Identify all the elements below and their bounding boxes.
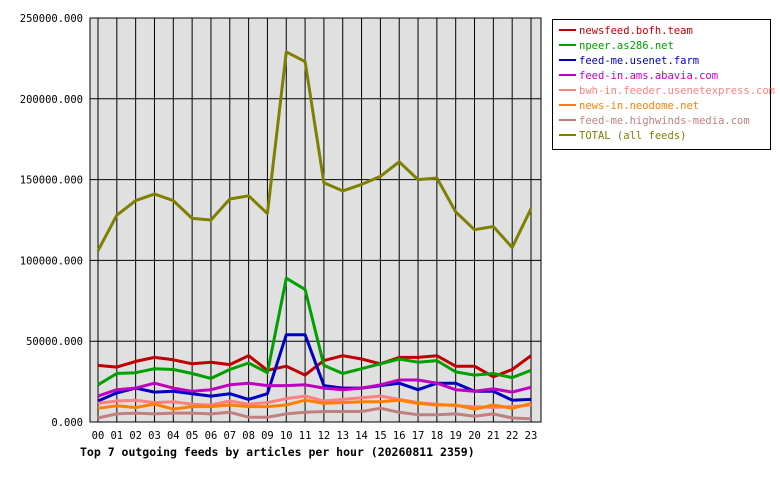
- x-tick-label: 21: [487, 430, 500, 442]
- legend-item: newsfeed.bofh.team: [559, 24, 693, 39]
- legend-label: feed-me.usenet.farm: [579, 55, 700, 67]
- grid: [90, 17, 541, 423]
- legend-item: feed-me.usenet.farm: [559, 54, 699, 69]
- series-line-3: [97, 378, 532, 398]
- legend: newsfeed.bofh.team npeer.as286.net feed-me…: [552, 19, 775, 150]
- legend-swatch: [559, 29, 576, 31]
- legend-label: npeer.as286.net: [579, 40, 674, 52]
- legend-swatch: [559, 89, 576, 91]
- series-line-2: [97, 333, 532, 403]
- x-tick-label: 23: [525, 430, 538, 442]
- legend-swatch: [559, 59, 576, 61]
- legend-label: news-in.neodome.net: [579, 100, 700, 112]
- legend-item: news-in.neodome.net: [559, 99, 699, 114]
- x-tick-label: 12: [318, 430, 331, 442]
- x-tick-label: 18: [431, 430, 444, 442]
- legend-item: bwh-in.feeder.usenetexpress.com: [559, 84, 775, 99]
- y-tick-label: 0.000: [51, 417, 83, 429]
- legend-swatch: [559, 119, 576, 121]
- x-tick-label: 13: [336, 430, 349, 442]
- y-tick-label: 250000.000: [20, 13, 83, 25]
- x-tick-label: 03: [148, 430, 161, 442]
- y-tick-label: 150000.000: [20, 175, 83, 187]
- y-tick-label: 100000.000: [20, 255, 83, 267]
- x-tick-label: 19: [449, 430, 462, 442]
- legend-item: TOTAL (all feeds): [559, 129, 686, 144]
- x-tick-label: 07: [223, 430, 236, 442]
- x-tick-label: 09: [261, 430, 274, 442]
- x-tick-label: 00: [92, 430, 105, 442]
- legend-label: feed-in.ams.abavia.com: [579, 70, 719, 82]
- x-tick-label: 20: [468, 430, 481, 442]
- x-tick-label: 16: [393, 430, 406, 442]
- series-line-5: [97, 398, 532, 411]
- legend-label: TOTAL (all feeds): [579, 130, 687, 142]
- legend-item: feed-me.highwinds-media.com: [559, 114, 750, 129]
- legend-swatch: [559, 74, 576, 76]
- x-tick-label: 15: [374, 430, 387, 442]
- x-tick-label: 08: [242, 430, 255, 442]
- legend-item: npeer.as286.net: [559, 39, 674, 54]
- x-tick-label: 11: [299, 430, 312, 442]
- series-line-6: [97, 406, 532, 421]
- x-tick-label: 14: [355, 430, 368, 442]
- x-tick-label: 05: [186, 430, 199, 442]
- legend-swatch: [559, 104, 576, 106]
- legend-swatch: [559, 134, 576, 136]
- y-tick-label: 200000.000: [20, 94, 83, 106]
- x-tick-label: 02: [129, 430, 142, 442]
- x-tick-label: 06: [205, 430, 218, 442]
- x-tick-label: 01: [110, 430, 123, 442]
- legend-label: feed-me.highwinds-media.com: [579, 115, 750, 127]
- x-tick-label: 10: [280, 430, 293, 442]
- legend-swatch: [559, 44, 576, 46]
- chart-title: Top 7 outgoing feeds by articles per hou…: [80, 445, 475, 459]
- series-lines: [96, 50, 533, 421]
- x-tick-label: 04: [167, 430, 180, 442]
- x-tick-label: 22: [506, 430, 519, 442]
- y-axis-ticks: 0.000 50000.000 100000.000 150000.000 200000…: [20, 13, 83, 429]
- series-line-0: [97, 354, 532, 379]
- x-axis-ticks: 00 01 02 03 04 05 06 07 08 09 10 11 12 13 14 15 16 17 18 19…: [92, 430, 538, 442]
- series-line-1: [97, 276, 532, 387]
- y-tick-label: 50000.000: [26, 336, 83, 348]
- series-line-7: [96, 50, 533, 252]
- x-tick-label: 17: [412, 430, 425, 442]
- legend-label: bwh-in.feeder.usenetexpress.com: [579, 85, 775, 97]
- legend-item: feed-in.ams.abavia.com: [559, 69, 718, 84]
- legend-label: newsfeed.bofh.team: [579, 25, 693, 37]
